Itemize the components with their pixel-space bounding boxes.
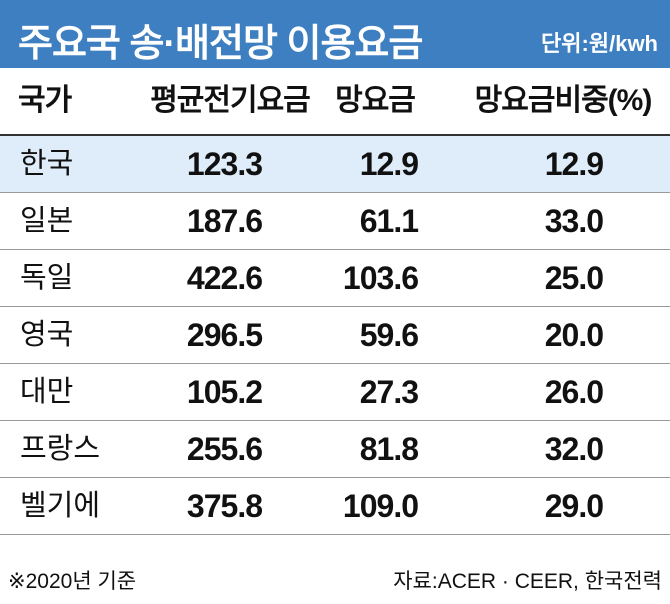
- cell-value: 61.1: [359, 203, 419, 239]
- cell-value: 12.9: [359, 146, 419, 182]
- table-row: 한국 123.3 12.9 12.9: [0, 136, 670, 193]
- country: 대만: [20, 376, 74, 408]
- cell-value: 81.8: [359, 431, 419, 467]
- cell-value: 255.6: [186, 431, 263, 467]
- table-row: 일본 187.6 61.1 33.0: [0, 193, 670, 250]
- country: 벨기에: [20, 490, 101, 522]
- title-bar: 주요국 송·배전망 이용요금 단위:원/kwh: [0, 0, 670, 68]
- table-row: 프랑스 255.6 81.8 32.0: [0, 421, 670, 478]
- table-header: 국가 평균전기요금 망요금 망요금비중(%): [0, 68, 670, 136]
- column-header: 국가: [18, 84, 72, 117]
- unit: 단위:원/kwh: [541, 31, 658, 56]
- cell-value: 375.8: [186, 488, 263, 524]
- country: 한국: [20, 148, 74, 180]
- title: 주요국 송·배전망 이용요금: [18, 23, 423, 65]
- cell-value: 26.0: [544, 374, 604, 410]
- cell-value: 105.2: [186, 374, 263, 410]
- cell-value: 20.0: [544, 317, 604, 353]
- cell-value: 25.0: [544, 260, 604, 296]
- country: 영국: [20, 319, 74, 351]
- cell-value: 27.3: [359, 374, 419, 410]
- cell-value: 103.6: [342, 260, 419, 296]
- cell-value: 33.0: [544, 203, 604, 239]
- cell-value: 29.0: [544, 488, 604, 524]
- table-row: 독일 422.6 103.6 25.0: [0, 250, 670, 307]
- table-row: 벨기에 375.8 109.0 29.0: [0, 478, 670, 535]
- footer: ※2020년 기준 자료:ACER · CEER, 한국전력: [0, 562, 670, 602]
- note: ※2020년 기준: [8, 570, 137, 593]
- cell-value: 422.6: [186, 260, 263, 296]
- table-row: 영국 296.5 59.6 20.0: [0, 307, 670, 364]
- column-header: 평균전기요금: [150, 84, 311, 117]
- cell-value: 296.5: [186, 317, 263, 353]
- cell-value: 109.0: [342, 488, 419, 524]
- country: 일본: [20, 205, 74, 237]
- cell-value: 12.9: [544, 146, 604, 182]
- column-header: 망요금: [335, 84, 416, 117]
- table-row: 대만 105.2 27.3 26.0: [0, 364, 670, 421]
- country: 독일: [20, 262, 74, 294]
- source: 자료:ACER · CEER, 한국전력: [393, 570, 662, 593]
- cell-value: 59.6: [359, 317, 419, 353]
- country: 프랑스: [20, 433, 101, 465]
- cell-value: 187.6: [186, 203, 263, 239]
- cell-value: 123.3: [186, 146, 263, 182]
- cell-value: 32.0: [544, 431, 604, 467]
- column-header: 망요금비중(%): [474, 84, 653, 117]
